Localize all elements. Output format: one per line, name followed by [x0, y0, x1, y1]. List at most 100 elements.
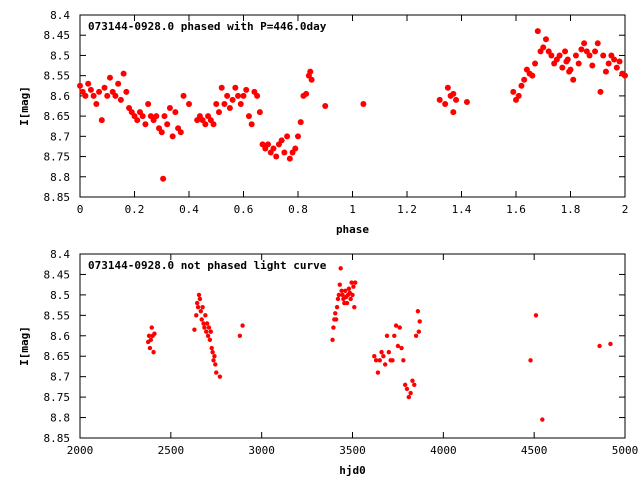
y-tick-label: 8.7 — [50, 371, 70, 384]
data-point — [534, 28, 541, 35]
data-point — [390, 358, 395, 363]
data-point — [106, 74, 113, 81]
data-point — [151, 349, 156, 355]
data-point — [412, 382, 417, 388]
data-point — [442, 100, 449, 107]
data-point — [343, 288, 348, 293]
data-point — [295, 133, 301, 140]
data-point — [211, 358, 216, 363]
data-point — [453, 96, 460, 103]
data-point — [194, 313, 199, 318]
y-tick-label: 8.4 — [50, 9, 70, 22]
data-point — [333, 311, 338, 316]
data-point — [256, 109, 263, 116]
data-point — [203, 313, 208, 318]
data-point — [90, 92, 97, 99]
data-point — [214, 370, 219, 375]
y-tick-label: 8.5 — [50, 49, 70, 62]
data-point — [240, 323, 245, 328]
data-point — [589, 62, 596, 69]
data-point — [303, 90, 310, 97]
data-point — [278, 137, 285, 144]
data-point — [548, 52, 555, 59]
data-point — [208, 329, 213, 334]
y-tick-label: 8.85 — [44, 432, 71, 445]
data-point — [339, 288, 344, 293]
y-tick-label: 8.4 — [50, 248, 70, 261]
data-point — [381, 354, 386, 359]
data-point — [337, 282, 342, 287]
chart-title: 073144-0928.0 phased with P=446.0day — [88, 20, 327, 33]
y-tick-label: 8.45 — [44, 29, 71, 42]
data-point — [360, 100, 367, 107]
x-tick-label: 0.6 — [234, 203, 254, 216]
data-point — [340, 292, 345, 298]
y-tick-label: 8.55 — [44, 70, 71, 83]
data-point — [192, 327, 197, 332]
data-point — [224, 92, 231, 99]
data-point — [98, 117, 105, 124]
data-point — [404, 386, 410, 392]
data-point — [450, 90, 457, 97]
data-point — [399, 345, 404, 351]
data-point — [401, 358, 406, 363]
data-point — [147, 345, 153, 351]
data-point — [218, 84, 225, 91]
data-point — [392, 333, 397, 338]
data-point — [297, 119, 304, 126]
y-tick-label: 8.6 — [50, 90, 70, 103]
x-tick-label: 4000 — [430, 444, 457, 457]
data-point — [166, 105, 173, 112]
data-point — [613, 64, 620, 71]
data-point — [245, 113, 252, 120]
x-tick-label: 0.2 — [125, 203, 145, 216]
x-tick-label: 2500 — [158, 444, 185, 457]
data-point — [152, 331, 157, 336]
data-point — [240, 92, 247, 99]
data-point — [200, 304, 205, 310]
x-axis-label: hjd0 — [339, 464, 366, 477]
data-point — [572, 52, 579, 59]
data-point — [417, 319, 422, 324]
data-point — [198, 309, 204, 314]
data-point — [286, 155, 293, 162]
data-point — [351, 284, 356, 289]
data-point — [349, 280, 354, 285]
data-point — [284, 133, 291, 140]
data-point — [217, 374, 223, 379]
data-point — [597, 343, 602, 349]
x-tick-label: 5000 — [612, 444, 639, 457]
data-point — [533, 313, 539, 318]
data-point — [204, 329, 209, 334]
data-point — [605, 60, 612, 67]
data-point — [352, 304, 357, 310]
data-point — [210, 121, 217, 128]
x-tick-label: 0 — [77, 203, 84, 216]
data-point — [540, 44, 547, 51]
x-tick-label: 3500 — [339, 444, 366, 457]
data-point — [346, 286, 352, 291]
data-point — [575, 60, 582, 67]
data-point — [87, 86, 94, 93]
y-axis-label: I[mag] — [18, 86, 31, 126]
data-point — [515, 92, 522, 99]
data-point — [195, 304, 201, 310]
data-point — [413, 333, 419, 338]
data-point — [416, 329, 422, 334]
data-point — [521, 76, 528, 83]
data-point — [622, 72, 628, 79]
data-point — [142, 121, 149, 128]
data-point — [379, 349, 384, 355]
data-point — [265, 141, 272, 148]
data-point — [204, 321, 210, 326]
data-point — [353, 280, 358, 285]
data-point — [336, 292, 342, 298]
data-point — [213, 362, 218, 367]
data-point — [510, 88, 517, 95]
data-point — [215, 109, 222, 116]
data-point — [348, 296, 353, 302]
data-point — [237, 333, 243, 338]
data-point — [254, 92, 261, 99]
data-point — [202, 325, 207, 330]
x-tick-label: 2000 — [67, 444, 94, 457]
